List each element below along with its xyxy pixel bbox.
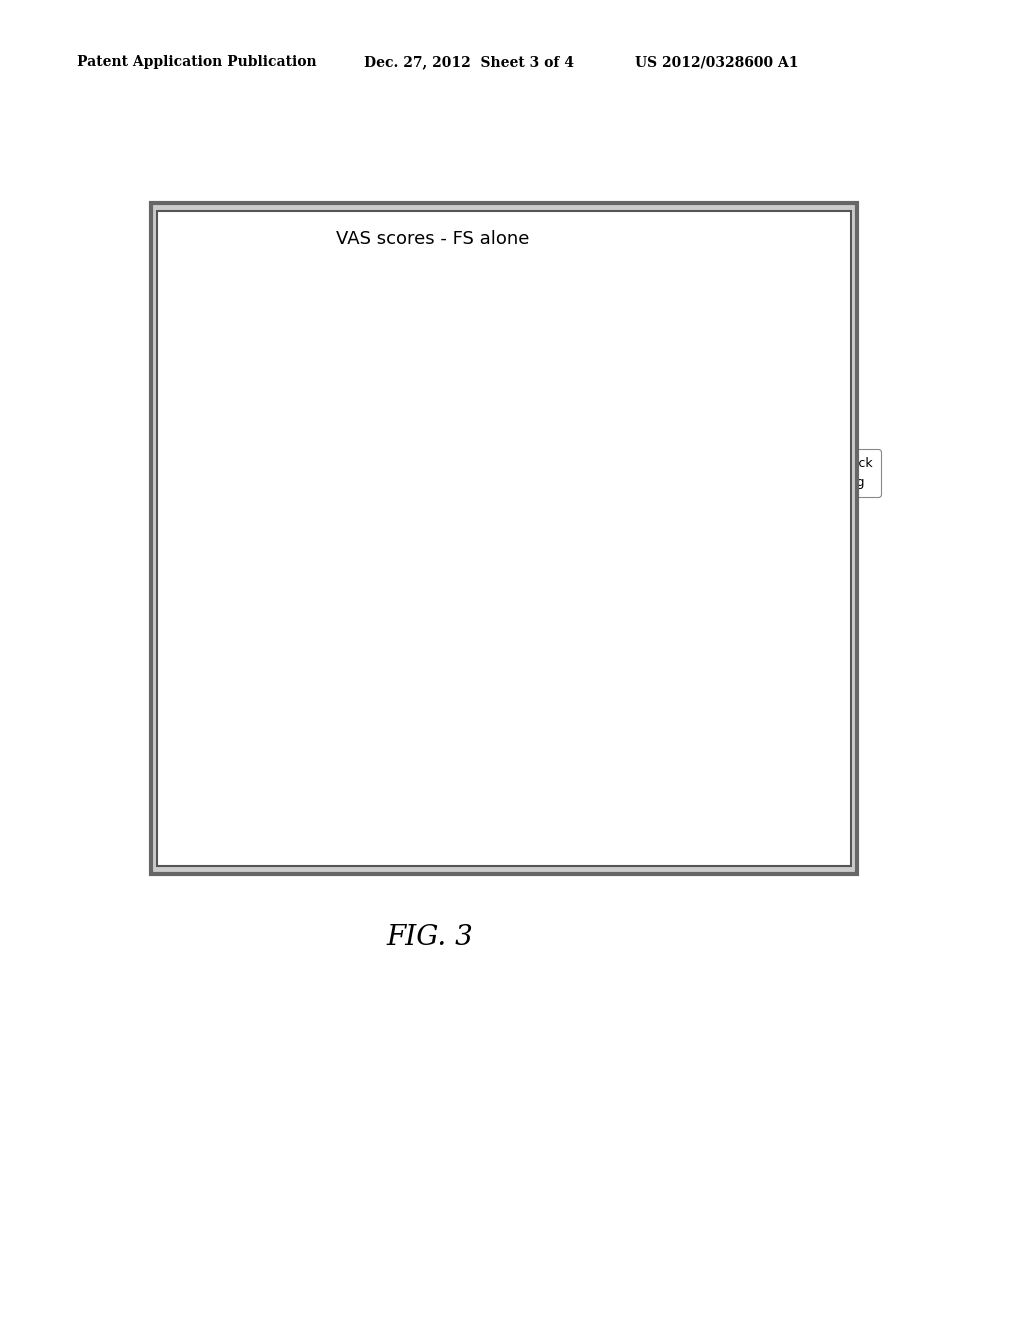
Text: 4.5: 4.5 <box>243 545 262 558</box>
Back <box>663 647 675 663</box>
Leg <box>361 682 374 698</box>
Text: 3.6: 3.6 <box>378 593 397 606</box>
Leg <box>462 615 474 631</box>
Text: 2.7: 2.7 <box>678 639 698 652</box>
Text: 2.0: 2.0 <box>678 676 698 688</box>
Text: FIG. 3: FIG. 3 <box>387 924 473 950</box>
Text: Dec. 27, 2012  Sheet 3 of 4: Dec. 27, 2012 Sheet 3 of 4 <box>364 55 573 70</box>
Text: US 2012/0328600 A1: US 2012/0328600 A1 <box>635 55 799 70</box>
Text: VAS scores - FS alone: VAS scores - FS alone <box>337 230 529 248</box>
Leg <box>562 631 574 647</box>
Back <box>361 601 374 616</box>
Text: 3.0: 3.0 <box>573 638 593 651</box>
Leg <box>261 553 273 569</box>
Text: 4.3: 4.3 <box>478 556 498 569</box>
Text: 3.5: 3.5 <box>579 598 598 610</box>
Back <box>462 564 474 579</box>
Leg <box>663 682 675 698</box>
Back <box>562 605 574 620</box>
Legend: Back, Leg: Back, Leg <box>794 449 881 496</box>
Text: 2.0: 2.0 <box>378 676 397 688</box>
Text: 6.1: 6.1 <box>278 462 297 475</box>
Line: Leg: Leg <box>262 556 674 697</box>
Back <box>261 470 273 486</box>
Text: 3.3: 3.3 <box>478 607 498 620</box>
Text: Patent Application Publication: Patent Application Publication <box>77 55 316 70</box>
Line: Back: Back <box>263 474 673 659</box>
